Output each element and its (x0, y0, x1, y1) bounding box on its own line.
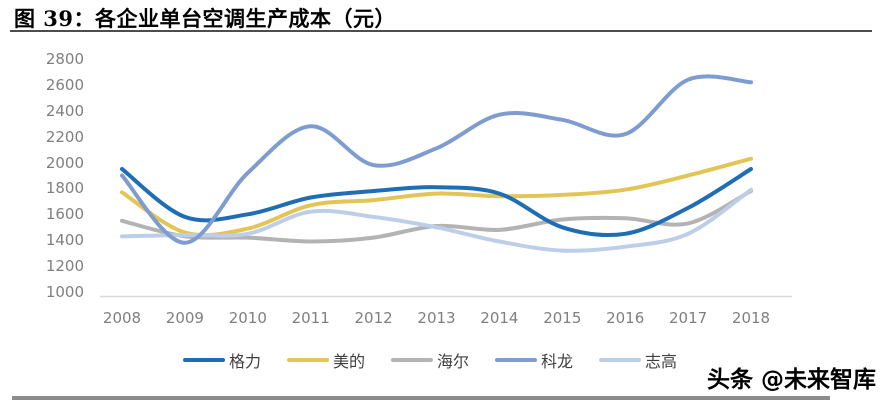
legend-label: 格力 (228, 352, 261, 371)
chart-legend: 格力 美的 海尔 科龙 志高 (0, 348, 860, 372)
series-line-gree (120, 167, 753, 238)
y-tick-label: 1200 (45, 257, 84, 276)
x-tick-label: 2013 (417, 309, 456, 327)
y-tick-label: 2000 (45, 153, 84, 172)
legend-item-gree: 格力 (182, 348, 261, 372)
x-tick-label: 2018 (731, 309, 771, 327)
legend-item-midea: 美的 (286, 348, 365, 372)
y-tick-label: 1400 (45, 231, 84, 250)
legend-label: 科龙 (541, 352, 574, 371)
legend-label: 美的 (332, 352, 365, 371)
x-tick-label: 2011 (291, 309, 330, 327)
legend-line-swatch-haier (390, 358, 433, 362)
legend-item-chigo: 志高 (599, 348, 677, 372)
legend-item-haier: 海尔 (390, 348, 469, 372)
x-tick-label: 2014 (480, 309, 519, 327)
figure-title: 图 39：各企业单台空调生产成本（元） (14, 6, 397, 31)
title-divider (10, 30, 872, 32)
y-tick-label: 2600 (45, 75, 84, 94)
legend-label: 志高 (645, 352, 678, 371)
series-line-chigo (120, 187, 753, 253)
x-tick-label: 2015 (543, 309, 582, 327)
x-tick-label: 2017 (669, 309, 708, 327)
x-tick-label: 2012 (354, 309, 393, 327)
watermark: 头条 @未来智库 (706, 367, 876, 393)
y-tick-label: 2200 (45, 127, 84, 146)
series-line-midea (120, 156, 753, 238)
y-tick-label: 2800 (45, 50, 84, 68)
y-tick-label: 1800 (45, 179, 84, 198)
y-tick-label: 1600 (45, 205, 84, 224)
legend-line-swatch-chigo (599, 358, 642, 362)
legend-line-swatch-kelon (495, 358, 537, 362)
legend-line-swatch-midea (286, 358, 329, 362)
series-line-kelon (120, 74, 753, 245)
x-tick-label: 2010 (228, 309, 267, 327)
x-tick-label: 2016 (606, 309, 645, 327)
bottom-divider (12, 396, 830, 400)
legend-line-swatch-gree (182, 358, 225, 362)
x-tick-label: 2009 (165, 309, 204, 327)
legend-item-kelon: 科龙 (495, 348, 573, 372)
x-tick-label: 2008 (102, 309, 142, 327)
y-tick-label: 2400 (45, 101, 84, 120)
y-tick-label: 1000 (45, 283, 84, 301)
legend-label: 海尔 (436, 352, 469, 371)
